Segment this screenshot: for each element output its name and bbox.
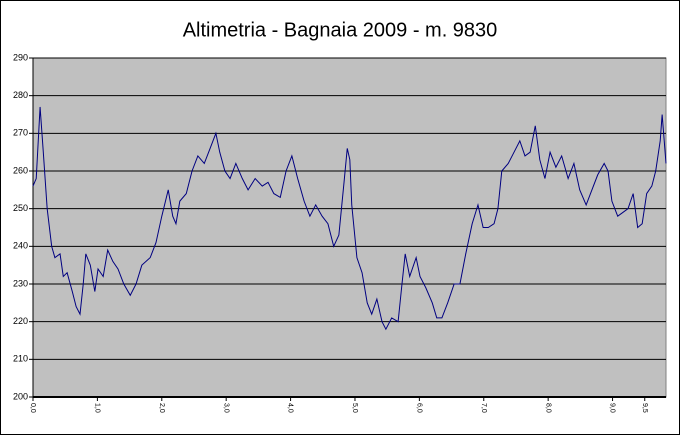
x-tick-label: 5,0 (351, 403, 358, 413)
x-tick-label: 0,0 (29, 403, 36, 413)
y-tick-label: 250 (13, 203, 28, 213)
y-tick-label: 230 (13, 278, 28, 288)
chart-title: Altimetria - Bagnaia 2009 - m. 9830 (183, 19, 498, 41)
x-tick-label: 8,0 (544, 403, 551, 413)
plot-area (32, 57, 667, 398)
x-tick-label: 4,0 (287, 403, 294, 413)
x-tick-label: 2,0 (158, 403, 165, 413)
y-tick-label: 270 (13, 128, 28, 138)
data-line (32, 106, 667, 331)
y-tick-label: 280 (13, 90, 28, 100)
y-tick-label: 220 (13, 316, 28, 326)
y-tick-label: 290 (13, 52, 28, 62)
x-tick-label: 3,0 (222, 403, 229, 413)
y-tick-label: 240 (13, 241, 28, 251)
x-tick-label: 9,5 (641, 403, 648, 413)
y-tick-label: 260 (13, 165, 28, 175)
y-tick-label: 200 (13, 391, 28, 401)
x-tick-label: 1,0 (94, 403, 101, 413)
x-tick-label: 7,0 (480, 403, 487, 413)
y-tick-label: 210 (13, 354, 28, 364)
x-tick-label: 9,0 (609, 403, 616, 413)
x-tick-label: 6,0 (416, 403, 423, 413)
